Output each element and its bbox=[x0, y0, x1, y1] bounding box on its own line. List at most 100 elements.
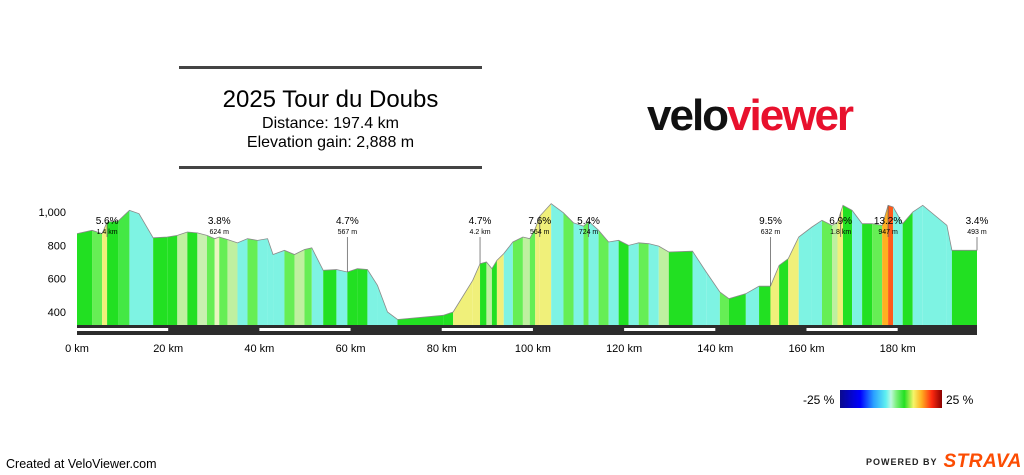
climb-grade-label: 7.6% bbox=[528, 216, 551, 227]
profile-segment bbox=[118, 210, 130, 325]
distance-axis-dash bbox=[441, 328, 533, 331]
ride-distance: Distance: 197.4 km bbox=[262, 115, 399, 132]
profile-segment bbox=[197, 232, 207, 325]
profile-segment bbox=[902, 212, 913, 325]
title-box: 2025 Tour du Doubs Distance: 197.4 km El… bbox=[179, 66, 482, 170]
profile-segment bbox=[648, 243, 659, 325]
distance-axis-dash bbox=[77, 328, 169, 331]
grade-color-legend bbox=[840, 390, 942, 408]
profile-segment bbox=[692, 251, 707, 325]
profile-segment bbox=[377, 285, 388, 325]
profile-outline bbox=[76, 203, 977, 320]
profile-segment bbox=[284, 250, 295, 325]
profile-segment bbox=[583, 221, 589, 325]
profile-segment bbox=[443, 312, 454, 325]
profile-segment bbox=[237, 238, 248, 325]
x-tick-label: 60 km bbox=[336, 343, 366, 355]
profile-segment bbox=[480, 262, 487, 325]
profile-segment bbox=[453, 280, 473, 325]
profile-segment bbox=[706, 272, 720, 325]
powered-by-strava[interactable]: POWERED BY STRAVA bbox=[866, 451, 1022, 472]
y-tick-label: 1,000 bbox=[38, 207, 66, 219]
profile-segment bbox=[882, 205, 889, 325]
profile-segment bbox=[535, 216, 540, 325]
climb-length-label: 564 m bbox=[530, 229, 550, 236]
climb-grade-label: 3.4% bbox=[966, 216, 989, 227]
profile-segment bbox=[304, 247, 312, 325]
profile-segment bbox=[912, 205, 923, 325]
profile-segment bbox=[219, 237, 228, 325]
climb-grade-label: 4.7% bbox=[469, 216, 492, 227]
climb-grade-label: 3.8% bbox=[208, 216, 231, 227]
legend-max-label: 25 % bbox=[946, 393, 974, 407]
profile-segment bbox=[618, 240, 629, 325]
profile-segment bbox=[92, 230, 103, 325]
profile-segment bbox=[922, 205, 947, 325]
logo-part-velo: velo bbox=[647, 91, 729, 140]
x-tick-label: 40 km bbox=[244, 343, 274, 355]
profile-segment bbox=[472, 263, 481, 325]
profile-segment bbox=[139, 213, 154, 325]
y-tick-label: 600 bbox=[48, 274, 66, 286]
x-tick-label: 180 km bbox=[880, 343, 916, 355]
profile-segment bbox=[522, 237, 530, 325]
climb-length-label: 947 m bbox=[878, 229, 898, 236]
profile-segment bbox=[539, 203, 552, 325]
profile-segment bbox=[798, 227, 812, 325]
climb-grade-label: 9.5% bbox=[759, 216, 782, 227]
profile-segment bbox=[129, 210, 140, 325]
profile-segment bbox=[573, 222, 584, 325]
climb-grade-label: 4.7% bbox=[336, 216, 359, 227]
distance-axis-dash bbox=[624, 328, 716, 331]
created-at-link[interactable]: Created at VeloViewer.com bbox=[6, 457, 157, 471]
profile-segment bbox=[357, 268, 368, 325]
climb-grade-label: 5.4% bbox=[577, 216, 600, 227]
x-tick-label: 140 km bbox=[697, 343, 733, 355]
profile-segment bbox=[107, 221, 119, 325]
climb-length-label: 724 m bbox=[579, 229, 599, 236]
profile-segment bbox=[177, 232, 188, 325]
profile-segment bbox=[347, 268, 358, 325]
y-tick-label: 800 bbox=[48, 240, 66, 252]
profile-segment bbox=[267, 238, 274, 325]
profile-segment bbox=[551, 203, 564, 325]
x-tick-label: 0 km bbox=[65, 343, 89, 355]
y-tick-label: 400 bbox=[48, 307, 66, 319]
title-top-rule bbox=[179, 66, 482, 69]
legend-min-label: -25 % bbox=[803, 393, 835, 407]
profile-segment bbox=[496, 253, 504, 325]
ride-title: 2025 Tour du Doubs bbox=[222, 86, 439, 113]
profile-segment bbox=[247, 238, 258, 325]
profile-segment bbox=[77, 230, 93, 325]
x-tick-label: 20 km bbox=[153, 343, 183, 355]
profile-segment bbox=[832, 222, 838, 325]
logo-part-viewer: viewer bbox=[727, 91, 854, 140]
climb-length-label: 632 m bbox=[761, 229, 781, 236]
profile-segment bbox=[852, 210, 863, 325]
distance-axis-dash bbox=[259, 328, 351, 331]
profile-segment bbox=[872, 223, 883, 325]
climb-length-label: 4.2 km bbox=[470, 229, 491, 236]
profile-segment bbox=[638, 242, 649, 325]
profile-segment bbox=[153, 237, 168, 325]
profile-segment bbox=[336, 269, 348, 325]
ride-elevation-gain: Elevation gain: 2,888 m bbox=[246, 134, 415, 151]
x-tick-label: 80 km bbox=[427, 343, 457, 355]
climb-grade-label: 13.2% bbox=[874, 216, 902, 227]
profile-segment bbox=[759, 286, 771, 325]
profile-segment bbox=[728, 293, 746, 325]
profile-segment bbox=[598, 230, 609, 325]
profile-segment bbox=[167, 235, 178, 325]
profile-segment bbox=[187, 232, 198, 325]
profile-segment bbox=[608, 240, 619, 325]
profile-segment bbox=[770, 265, 780, 325]
profile-segment bbox=[837, 205, 843, 325]
distance-axis-dash bbox=[806, 328, 898, 331]
profile-segment bbox=[512, 237, 523, 325]
profile-segment bbox=[311, 247, 324, 325]
profile-segment bbox=[397, 315, 444, 325]
profile-segment bbox=[529, 228, 536, 325]
strava-logo: STRAVA bbox=[943, 451, 1022, 472]
profile-segment bbox=[273, 250, 285, 325]
profile-segment bbox=[227, 239, 238, 325]
